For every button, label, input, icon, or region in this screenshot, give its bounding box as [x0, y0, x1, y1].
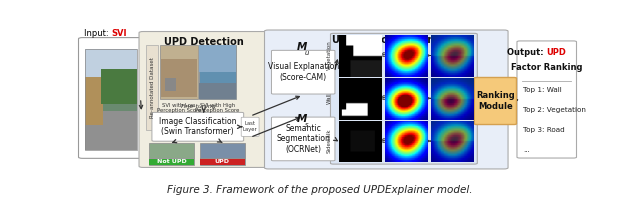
Text: UPD: UPD: [215, 159, 230, 164]
Text: SVI: SVI: [111, 29, 127, 38]
Bar: [150, 143, 194, 165]
FancyBboxPatch shape: [271, 117, 335, 161]
Bar: [199, 83, 236, 99]
Text: Fine-tuning: Fine-tuning: [181, 104, 217, 109]
Text: M: M: [297, 114, 307, 124]
Text: s: s: [305, 122, 308, 128]
Text: Not UPD: Not UPD: [157, 159, 187, 164]
Bar: [150, 159, 194, 165]
Text: ...: ...: [524, 147, 530, 152]
Bar: [161, 59, 196, 97]
Text: UPD: UPD: [547, 48, 566, 57]
Text: ...: ...: [403, 123, 410, 128]
Text: ...: ...: [358, 123, 364, 128]
Bar: [165, 78, 177, 91]
Bar: [85, 70, 103, 125]
Text: Factor Ranking: Factor Ranking: [511, 63, 582, 72]
Bar: [200, 143, 244, 165]
Bar: [199, 45, 236, 72]
Text: Image Classification
(Swin Transformer): Image Classification (Swin Transformer): [159, 117, 237, 137]
FancyBboxPatch shape: [517, 41, 577, 158]
Text: Top 2: Vegetation: Top 2: Vegetation: [524, 107, 586, 113]
Text: ⊕: ⊕: [381, 52, 387, 59]
FancyBboxPatch shape: [152, 112, 244, 141]
Text: SVI with High
Perception Score: SVI with High Perception Score: [195, 102, 240, 113]
Text: Ranking
Module: Ranking Module: [476, 91, 515, 111]
Text: Vegetation: Vegetation: [327, 41, 332, 70]
Text: SVI with Low
Perception Score: SVI with Low Perception Score: [157, 102, 201, 113]
Text: Input:: Input:: [84, 29, 111, 38]
Text: Re-annotated Dataset: Re-annotated Dataset: [150, 57, 155, 118]
FancyBboxPatch shape: [139, 32, 269, 167]
Text: UPD Factor Ranking: UPD Factor Ranking: [332, 35, 441, 45]
FancyBboxPatch shape: [330, 33, 477, 164]
Bar: [200, 158, 244, 165]
FancyBboxPatch shape: [79, 38, 143, 158]
Text: ...: ...: [449, 123, 455, 128]
FancyBboxPatch shape: [241, 117, 259, 136]
Bar: [100, 70, 137, 104]
Bar: [85, 112, 137, 150]
Text: Top 1: Wall: Top 1: Wall: [524, 87, 562, 93]
Text: Visual Explanation
(Score-CAM): Visual Explanation (Score-CAM): [268, 62, 339, 82]
Text: ⊕: ⊕: [381, 138, 387, 144]
Text: Wall: Wall: [327, 92, 332, 104]
FancyBboxPatch shape: [271, 50, 335, 94]
Text: M: M: [297, 42, 307, 52]
FancyBboxPatch shape: [474, 77, 516, 125]
Bar: [200, 159, 244, 165]
Bar: [199, 45, 236, 99]
Text: UPD Detection: UPD Detection: [164, 36, 244, 46]
Text: Semantic
Segmentation
(OCRNet): Semantic Segmentation (OCRNet): [276, 124, 330, 154]
Bar: [85, 49, 137, 150]
Bar: [85, 49, 137, 77]
Text: Last
Layer: Last Layer: [243, 121, 257, 132]
Text: u: u: [305, 50, 309, 56]
Text: Sidewalk: Sidewalk: [327, 129, 332, 153]
Bar: [161, 45, 198, 99]
Bar: [150, 158, 194, 165]
Text: Figure 3. Framework of the proposed UPDExplainer model.: Figure 3. Framework of the proposed UPDE…: [167, 185, 473, 195]
Bar: [146, 45, 158, 130]
Bar: [85, 49, 137, 150]
Text: ⊕: ⊕: [381, 95, 387, 101]
Text: Output:: Output:: [508, 48, 547, 57]
FancyBboxPatch shape: [264, 30, 508, 169]
Text: Top 3: Road: Top 3: Road: [524, 127, 565, 133]
